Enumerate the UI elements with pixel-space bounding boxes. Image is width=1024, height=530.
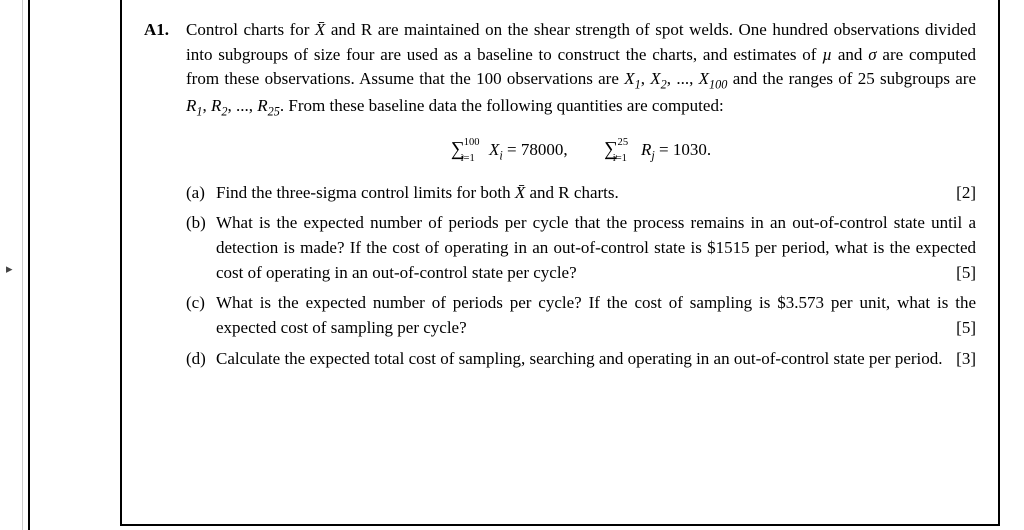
intro-text: , ...,: [228, 96, 258, 115]
x2-var: X: [650, 69, 660, 88]
part-d: (d) Calculate the expected total cost of…: [186, 347, 976, 372]
sum2-upper: 25: [618, 137, 629, 148]
left-rule: [0, 0, 30, 530]
part-d-body: Calculate the expected total cost of sam…: [216, 349, 943, 368]
x100-var: X: [699, 69, 709, 88]
part-b-marks: [5]: [956, 261, 976, 286]
part-c: (c) What is the expected number of perio…: [186, 291, 976, 340]
question-parts: (a) Find the three-sigma control limits …: [186, 181, 976, 371]
question-label: A1.: [144, 18, 186, 43]
sum2-upper-val: 25: [618, 137, 629, 148]
sum2-lower: i=1: [613, 153, 627, 164]
intro-text: ,: [641, 69, 651, 88]
sum1-upper-val: 100: [464, 137, 480, 148]
sum1-var: X: [489, 140, 499, 159]
sum1-upper: 100: [464, 137, 480, 148]
intro-text: , ...,: [667, 69, 699, 88]
r1-var: R: [186, 96, 196, 115]
xbar-symbol: X̄: [515, 183, 525, 202]
part-b-body: What is the expected number of periods p…: [216, 213, 976, 281]
sigma-symbol: σ: [868, 45, 876, 64]
r2-var: R: [211, 96, 221, 115]
part-c-label: (c): [186, 291, 216, 316]
part-b-label: (b): [186, 211, 216, 236]
part-d-marks: [3]: [956, 347, 976, 372]
intro-text: . From these baseline data the following…: [280, 96, 724, 115]
part-d-label: (d): [186, 347, 216, 372]
intro-text: and the ranges of 25 subgroups are: [727, 69, 976, 88]
intro-text: ,: [203, 96, 212, 115]
sum1-lower-val: i=1: [461, 153, 475, 164]
x1-var: X: [624, 69, 634, 88]
problem-a1: A1. Control charts for X̄ and R are main…: [144, 18, 976, 377]
sum2-lower-val: i=1: [613, 153, 627, 164]
sum1-lower: i=1: [461, 153, 475, 164]
sum2-val: = 1030.: [655, 140, 711, 159]
part-b: (b) What is the expected number of perio…: [186, 211, 976, 285]
mu-symbol: µ: [822, 45, 832, 64]
part-d-text: Calculate the expected total cost of sam…: [216, 347, 976, 372]
question-box: A1. Control charts for X̄ and R are main…: [120, 0, 1000, 526]
intro-text: Control charts for: [186, 20, 315, 39]
question-intro: Control charts for X̄ and R are maintain…: [186, 18, 976, 122]
baseline-equation: ∑100i=1 Xi = 78000, ∑25i=1 Rj = 1030.: [186, 136, 976, 165]
part-a-text: Find the three-sigma control limits for …: [216, 181, 976, 206]
x100-sub: 100: [709, 78, 727, 92]
part-c-marks: [5]: [956, 316, 976, 341]
part-c-text: What is the expected number of periods p…: [216, 291, 976, 340]
sum2-var: R: [641, 140, 651, 159]
sum1-val: = 78000,: [503, 140, 568, 159]
intro-text: and: [832, 45, 868, 64]
part-c-body: What is the expected number of periods p…: [216, 293, 976, 337]
r25-sub: 25: [268, 105, 280, 119]
r25-var: R: [257, 96, 267, 115]
part-a: (a) Find the three-sigma control limits …: [186, 181, 976, 206]
part-a-label: (a): [186, 181, 216, 206]
expand-caret-icon[interactable]: ▸: [6, 260, 13, 279]
part-a-t1: Find the three-sigma control limits for …: [216, 183, 515, 202]
xbar-symbol: X̄: [315, 20, 325, 39]
part-b-text: What is the expected number of periods p…: [216, 211, 976, 285]
question-body: Control charts for X̄ and R are maintain…: [186, 18, 976, 377]
part-a-t2: and R charts.: [525, 183, 618, 202]
part-a-marks: [2]: [956, 181, 976, 206]
